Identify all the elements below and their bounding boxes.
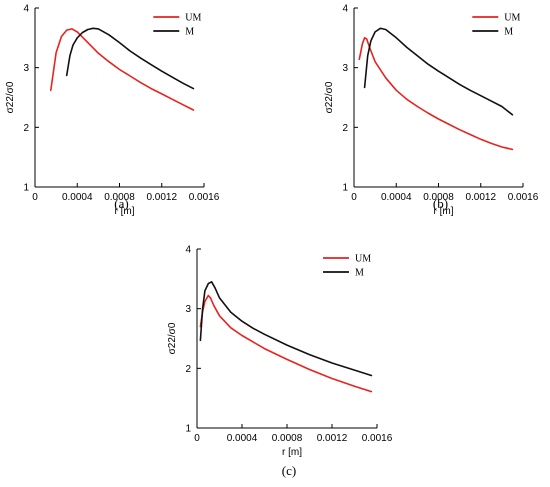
y-tick-label: 2 (342, 123, 348, 134)
x-tick-label: 0.0012 (465, 192, 496, 203)
y-tick-label: 1 (342, 183, 348, 194)
series-line-m (199, 281, 373, 377)
x-tick-label: 0 (351, 192, 357, 203)
x-axis-label: r [m] (115, 206, 135, 217)
x-tick-label: 0.0004 (62, 192, 93, 203)
y-tick-label: 3 (342, 63, 348, 74)
panel-label: (b) (433, 196, 448, 211)
legend-label-m: M (355, 268, 364, 279)
legend-label-um: UM (504, 13, 520, 24)
x-axis-label: r [m] (434, 206, 454, 217)
series-line-m (363, 27, 514, 116)
x-tick-label: 0.0008 (104, 192, 135, 203)
y-tick-label: 3 (185, 304, 191, 315)
y-tick-label: 1 (23, 183, 29, 194)
series-line-um (358, 37, 514, 151)
x-tick-label: 0 (194, 433, 200, 444)
y-axis-label: σ22/σ0 (5, 81, 16, 113)
series-line-um (199, 294, 373, 393)
series-line-um (50, 28, 195, 111)
x-axis-label: r [m] (282, 447, 302, 458)
panel-label: (a) (114, 196, 128, 211)
y-tick-label: 4 (23, 4, 29, 15)
y-tick-label: 2 (23, 123, 29, 134)
x-tick-label: 0.0012 (146, 192, 177, 203)
series-line-m (65, 27, 195, 90)
y-tick-label: 3 (23, 63, 29, 74)
legend-label-um: UM (355, 254, 371, 265)
x-tick-label: 0.0016 (189, 192, 220, 203)
x-tick-label: 0.0008 (272, 433, 303, 444)
x-tick-label: 0.0004 (227, 433, 258, 444)
legend-label-um: UM (185, 13, 201, 24)
legend-label-m: M (185, 27, 194, 38)
x-tick-label: 0 (32, 192, 38, 203)
y-tick-label: 4 (185, 245, 191, 256)
y-tick-label: 4 (342, 4, 348, 15)
chart-panel-b: 0 0.0004 0.0008 0.0012 0.0016 1 2 3 4 σ22/σ0 r [m]… (324, 4, 539, 218)
chart-panel-a: 0 0.0004 0.0008 0.0012 0.0016 1 2 3 4 σ22/σ0 r [m]… (5, 4, 220, 218)
x-tick-label: 0.0008 (423, 192, 454, 203)
x-tick-label: 0.0004 (381, 192, 412, 203)
panel-label: (c) (282, 463, 296, 478)
x-tick-label: 0.0016 (362, 433, 393, 444)
legend-label-m: M (504, 27, 513, 38)
y-axis-label: σ22/σ0 (167, 322, 178, 354)
y-tick-label: 2 (185, 364, 191, 375)
y-axis-label: σ22/σ0 (324, 81, 335, 113)
x-tick-label: 0.0012 (317, 433, 348, 444)
x-tick-label: 0.0016 (508, 192, 539, 203)
y-tick-label: 1 (185, 424, 191, 435)
chart-panel-c: 0 0.0004 0.0008 0.0012 0.0016 1 2 3 4 σ22/σ0 r [m]… (167, 245, 393, 479)
